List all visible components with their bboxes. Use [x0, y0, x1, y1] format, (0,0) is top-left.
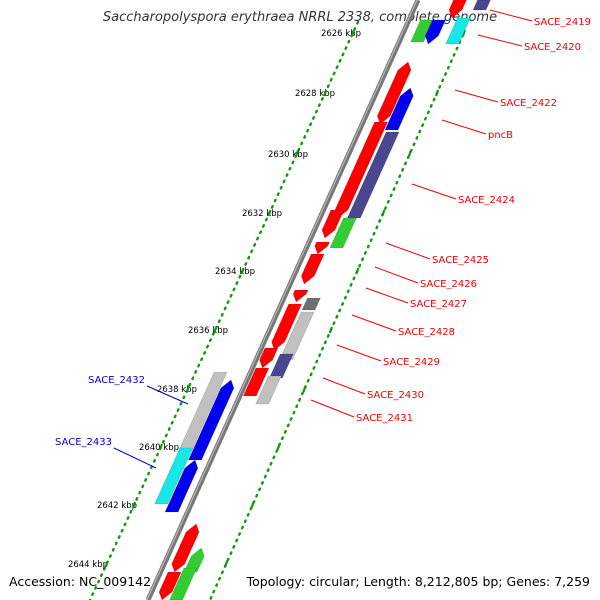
scale-tick-mark-right — [276, 443, 281, 451]
scale-tick-label: 2638 kbp — [157, 385, 197, 395]
scale-tick-mark-right — [381, 209, 386, 217]
gene-block[interactable] — [177, 371, 228, 453]
gene-label[interactable]: SACE_2422 — [500, 98, 557, 109]
scale-tick-mark-right — [355, 267, 360, 275]
gene-arrow[interactable] — [321, 209, 345, 239]
gene-arrow[interactable] — [292, 289, 309, 303]
gene-label[interactable]: SACE_2432 — [88, 375, 145, 386]
gene-label[interactable]: SACE_2419 — [534, 17, 591, 28]
gene-arrow[interactable] — [164, 459, 199, 513]
gene-label[interactable]: pncB — [488, 130, 513, 141]
backbone-line — [145, 0, 421, 600]
scale-tick-mark — [132, 501, 137, 509]
left-dotted-guide — [88, 20, 360, 600]
gene-arrow[interactable] — [384, 87, 414, 131]
gene-label[interactable]: SACE_2428 — [398, 327, 455, 338]
gene-label[interactable]: SACE_2424 — [458, 195, 515, 206]
scale-tick-mark-right — [250, 501, 255, 509]
gene-block[interactable] — [472, 0, 491, 11]
backbone-highlight — [146, 0, 418, 600]
gene-block[interactable] — [242, 367, 270, 397]
gene-leader-line — [454, 89, 499, 103]
backbone-group — [145, 0, 421, 600]
gene-arrow[interactable] — [424, 19, 446, 45]
accession-label: Accession: NC_009142 — [9, 574, 152, 589]
scale-tick-mark — [213, 326, 218, 334]
gene-arrow[interactable] — [158, 571, 182, 600]
gene-leader-line — [477, 34, 523, 47]
gene-block[interactable] — [410, 19, 434, 43]
gene-arrow[interactable] — [334, 121, 389, 219]
gene-block[interactable] — [255, 375, 282, 405]
scale-tick-mark-right — [224, 560, 229, 568]
right-dotted-guide — [208, 33, 465, 600]
gene-leader-line — [310, 399, 355, 418]
scale-tick-mark — [104, 560, 109, 568]
gene-block[interactable] — [268, 353, 294, 379]
gene-arrow[interactable] — [448, 0, 467, 19]
scale-tick-label: 2630 kbp — [268, 150, 308, 160]
scale-tick-mark — [240, 267, 245, 275]
gene-leader-line — [336, 344, 382, 362]
gene-label[interactable]: SACE_2427 — [410, 299, 467, 310]
scale-tick-mark — [294, 150, 299, 158]
topology-label: Topology: circular; Length: 8,212,805 bp… — [246, 574, 590, 589]
gene-block[interactable] — [154, 447, 194, 505]
gene-leader-line — [489, 9, 533, 22]
scale-tick-mark-right — [461, 29, 466, 37]
gene-arrow[interactable] — [171, 545, 194, 573]
tick-group: 2626 kbp 2628 kbp 2630 kbp 2632 kbp 2634 kbp… — [68, 20, 466, 600]
scale-tick-mark-right — [434, 89, 440, 97]
leader-group — [113, 9, 533, 469]
gene-block[interactable] — [445, 17, 471, 45]
scale-tick-mark — [158, 443, 163, 451]
gene-arrow[interactable] — [259, 347, 279, 369]
map-title: Saccharopolyspora erythraea NRRL 2338, c… — [102, 10, 498, 25]
gene-label[interactable]: SACE_2433 — [55, 437, 112, 448]
gene-label[interactable]: SACE_2429 — [383, 357, 440, 368]
label-group[interactable]: SACE_2419 SACE_2420 SACE_2422 pncB SACE_2424… — [55, 17, 591, 448]
gene-leader-line — [322, 377, 366, 395]
scale-tick-label: 2634 kbp — [215, 267, 255, 277]
gene-label[interactable]: SACE_2430 — [367, 390, 424, 401]
scale-tick-label: 2636 kbp — [188, 326, 228, 336]
gene-arrow[interactable] — [376, 83, 406, 125]
gene-leader-line — [365, 287, 409, 304]
gene-arrow[interactable] — [314, 241, 331, 255]
gene-leader-line — [411, 183, 457, 200]
gene-label[interactable]: SACE_2431 — [356, 413, 413, 424]
gene-label[interactable]: SACE_2420 — [524, 42, 581, 53]
scale-tick-label: 2626 kbp — [321, 29, 361, 39]
gene-block[interactable] — [279, 311, 315, 361]
gene-block[interactable] — [301, 297, 321, 311]
feature-group[interactable] — [154, 0, 491, 600]
scale-tick-mark-right — [302, 385, 307, 393]
gene-arrow[interactable] — [271, 303, 303, 351]
scale-tick-mark — [350, 29, 355, 37]
gene-block[interactable] — [329, 217, 357, 249]
scale-tick-mark-right — [328, 326, 333, 334]
gene-block[interactable] — [346, 131, 400, 219]
scale-tick-mark-right — [407, 150, 412, 158]
scale-tick-mark — [267, 209, 272, 217]
gene-leader-line — [385, 242, 431, 260]
gene-block[interactable] — [169, 567, 198, 600]
scale-tick-label: 2640 kbp — [139, 443, 179, 453]
gene-arrow[interactable] — [391, 61, 412, 85]
gene-leader-line — [374, 266, 419, 284]
scale-tick-label: 2628 kbp — [295, 89, 335, 99]
gene-leader-line — [351, 314, 397, 332]
scale-tick-label: 2642 kbp — [97, 501, 137, 511]
gene-leader-line — [146, 385, 189, 405]
scale-tick-mark — [323, 89, 328, 97]
gene-leader-line — [113, 447, 157, 469]
scale-tick-label: 2644 kbp — [68, 560, 108, 570]
scale-tick-mark — [185, 385, 190, 393]
gene-arrow[interactable] — [300, 253, 325, 285]
scale-tick-label: 2632 kbp — [242, 209, 282, 219]
gene-label[interactable]: SACE_2425 — [432, 255, 489, 266]
gene-label[interactable]: SACE_2426 — [420, 279, 477, 290]
gene-leader-line — [441, 119, 487, 135]
